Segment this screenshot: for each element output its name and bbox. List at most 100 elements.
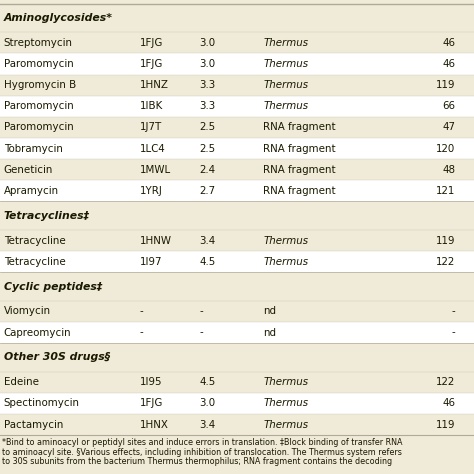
Text: 66: 66 (442, 101, 455, 111)
Text: 2.5: 2.5 (199, 122, 215, 133)
Text: Thermus: Thermus (263, 38, 308, 48)
Text: 2.4: 2.4 (199, 165, 215, 175)
Text: 1LC4: 1LC4 (140, 144, 165, 154)
Text: RNA fragment: RNA fragment (263, 122, 336, 133)
Bar (0, 393, 474, 414)
Bar (0, 322, 474, 343)
Text: 3.4: 3.4 (199, 236, 215, 246)
Text: 46: 46 (442, 399, 455, 409)
Text: nd: nd (263, 306, 276, 317)
Text: 3.0: 3.0 (199, 399, 215, 409)
Text: 121: 121 (436, 186, 455, 196)
Bar (0, 372, 474, 393)
Text: to aminoacyl site. §Various effects, including inhibition of translocation. The : to aminoacyl site. §Various effects, inc… (2, 448, 402, 457)
Text: Capreomycin: Capreomycin (4, 328, 72, 337)
Bar (0, 180, 474, 201)
Text: 3.3: 3.3 (199, 101, 215, 111)
Text: -: - (199, 328, 203, 337)
Text: Paromomycin: Paromomycin (4, 101, 73, 111)
Text: 1I95: 1I95 (140, 377, 162, 387)
Bar (0, 230, 474, 251)
Bar (0, 201, 474, 230)
Text: Geneticin: Geneticin (4, 165, 53, 175)
Text: Thermus: Thermus (263, 377, 308, 387)
Text: RNA fragment: RNA fragment (263, 165, 336, 175)
Text: Aminoglycosides*: Aminoglycosides* (4, 13, 113, 23)
Text: 1YRJ: 1YRJ (140, 186, 163, 196)
Bar (0, 96, 474, 117)
Text: 1FJG: 1FJG (140, 399, 163, 409)
Bar (0, 54, 474, 74)
Bar (0, 138, 474, 159)
Text: Thermus: Thermus (263, 59, 308, 69)
Text: to 30S subunits from the bacterium Thermus thermophilus; RNA fragment contains t: to 30S subunits from the bacterium Therm… (2, 457, 392, 466)
Text: 48: 48 (442, 165, 455, 175)
Text: Tetracycline: Tetracycline (4, 236, 65, 246)
Text: 1FJG: 1FJG (140, 38, 163, 48)
Bar (0, 273, 474, 301)
Text: nd: nd (263, 328, 276, 337)
Text: 3.3: 3.3 (199, 80, 215, 90)
Text: 120: 120 (436, 144, 455, 154)
Text: 1I97: 1I97 (140, 257, 162, 267)
Text: Streptomycin: Streptomycin (4, 38, 73, 48)
Text: Thermus: Thermus (263, 257, 308, 267)
Bar (0, 301, 474, 322)
Text: *Bind to aminoacyl or peptidyl sites and induce errors in translation. ‡Block bi: *Bind to aminoacyl or peptidyl sites and… (2, 438, 403, 447)
Bar (0, 159, 474, 180)
Text: 2.7: 2.7 (199, 186, 215, 196)
Text: Spectinomycin: Spectinomycin (4, 399, 80, 409)
Text: Paromomycin: Paromomycin (4, 59, 73, 69)
Text: 1HNZ: 1HNZ (140, 80, 169, 90)
Text: -: - (199, 306, 203, 317)
Text: 47: 47 (442, 122, 455, 133)
Text: RNA fragment: RNA fragment (263, 144, 336, 154)
Text: RNA fragment: RNA fragment (263, 186, 336, 196)
Bar (0, 74, 474, 96)
Text: 1MWL: 1MWL (140, 165, 171, 175)
Text: Other 30S drugs§: Other 30S drugs§ (4, 353, 110, 363)
Text: 3.0: 3.0 (199, 38, 215, 48)
Text: Tetracycline: Tetracycline (4, 257, 65, 267)
Text: Tetracyclines‡: Tetracyclines‡ (4, 211, 90, 221)
Bar (0, 32, 474, 54)
Bar (0, 414, 474, 435)
Text: Paromomycin: Paromomycin (4, 122, 73, 133)
Text: -: - (451, 306, 455, 317)
Text: 1HNW: 1HNW (140, 236, 172, 246)
Text: 2.5: 2.5 (199, 144, 215, 154)
Text: Thermus: Thermus (263, 236, 308, 246)
Bar (0, 343, 474, 372)
Text: 1FJG: 1FJG (140, 59, 163, 69)
Bar (0, 251, 474, 273)
Text: 1IBK: 1IBK (140, 101, 163, 111)
Text: Thermus: Thermus (263, 101, 308, 111)
Text: 122: 122 (436, 377, 455, 387)
Text: 46: 46 (442, 38, 455, 48)
Text: 1HNX: 1HNX (140, 419, 169, 429)
Text: -: - (451, 328, 455, 337)
Bar (0, 117, 474, 138)
Text: Thermus: Thermus (263, 399, 308, 409)
Text: Cyclic peptides‡: Cyclic peptides‡ (4, 282, 102, 292)
Bar (0, 4, 474, 32)
Text: Hygromycin B: Hygromycin B (4, 80, 76, 90)
Text: Apramycin: Apramycin (4, 186, 59, 196)
Text: 119: 119 (436, 236, 455, 246)
Text: Tobramycin: Tobramycin (4, 144, 63, 154)
Text: 3.0: 3.0 (199, 59, 215, 69)
Text: Edeine: Edeine (4, 377, 39, 387)
Text: 3.4: 3.4 (199, 419, 215, 429)
Text: 119: 119 (436, 419, 455, 429)
Text: 119: 119 (436, 80, 455, 90)
Text: -: - (140, 306, 144, 317)
Text: -: - (140, 328, 144, 337)
Text: 46: 46 (442, 59, 455, 69)
Text: Thermus: Thermus (263, 419, 308, 429)
Text: 4.5: 4.5 (199, 257, 215, 267)
Text: Pactamycin: Pactamycin (4, 419, 63, 429)
Text: 122: 122 (436, 257, 455, 267)
Text: 4.5: 4.5 (199, 377, 215, 387)
Text: 1J7T: 1J7T (140, 122, 162, 133)
Text: Viomycin: Viomycin (4, 306, 51, 317)
